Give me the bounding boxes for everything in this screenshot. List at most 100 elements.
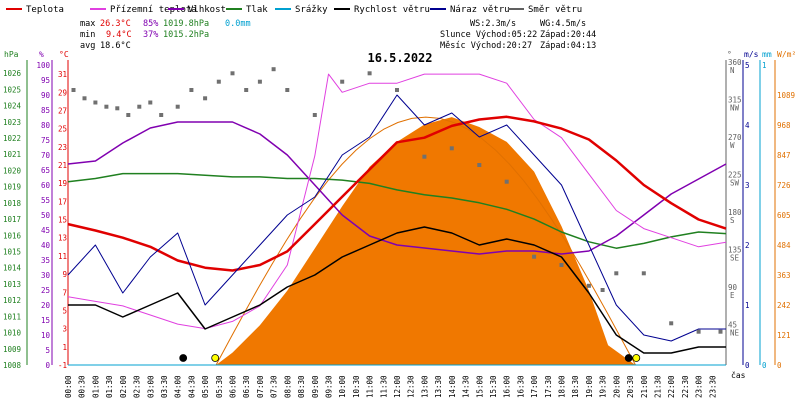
tick-dir-cardinal: NW <box>730 104 740 113</box>
stat-avg-temp: 18.6°C <box>100 41 131 51</box>
tick-pct: 65 <box>41 166 50 175</box>
tick-ms: 0 <box>745 361 750 370</box>
time-label: 05:00 <box>201 375 210 398</box>
time-label: 01:30 <box>105 375 114 398</box>
legend-label-wind-dir: Směr větru <box>528 5 582 15</box>
wind-direction-point <box>312 113 317 117</box>
tick-hpa: 1024 <box>3 102 22 111</box>
legend: Teplota Přízemní teplota Vlhkost Tlak Sr… <box>6 5 582 15</box>
stat-max-temp: 26.3°C <box>100 19 131 29</box>
time-label: 17:30 <box>544 375 553 398</box>
tick-pct: 60 <box>41 181 51 190</box>
time-axis-labels: 00:00 00:30 01:00 01:30 02:00 02:30 03:00 03:30… <box>64 375 717 398</box>
time-label: 14:30 <box>462 375 471 398</box>
tick-solar: 363 <box>777 271 791 280</box>
tick-pct: 50 <box>41 211 51 220</box>
tick-hpa: 1014 <box>3 264 22 273</box>
series-line-vlhkost <box>67 121 727 255</box>
wind-direction-point <box>600 288 605 292</box>
tick-pct: 95 <box>41 76 50 85</box>
tick-dir-cardinal: N <box>730 66 735 75</box>
wind-ws: WS:2.3m/s <box>470 19 516 29</box>
unit-pct: % <box>39 50 44 59</box>
tick-hpa: 1015 <box>3 247 21 256</box>
time-label: 18:00 <box>558 375 567 398</box>
unit-cas: čas <box>731 370 746 380</box>
time-label: 04:30 <box>187 375 196 398</box>
time-label: 14:00 <box>448 375 457 398</box>
tick-hpa: 1010 <box>3 329 22 338</box>
tick-dir: 45 <box>728 321 737 330</box>
sun-rise: Slunce Východ:05:22 <box>440 30 537 40</box>
stat-max-label: max <box>80 19 95 29</box>
unit-mm: mm <box>762 50 772 59</box>
tick-ms: 3 <box>745 181 750 190</box>
time-label: 21:00 <box>640 375 649 398</box>
tick-temp: 23 <box>58 143 67 152</box>
wind-direction-point <box>559 263 564 267</box>
tick-hpa: 1017 <box>3 215 21 224</box>
tick-pct: 55 <box>41 196 50 205</box>
stat-max-press: 1019.8hPa <box>163 19 209 29</box>
wind-direction-point <box>93 100 98 105</box>
tick-ms: 1 <box>745 301 750 310</box>
series-line-teplota <box>67 115 727 272</box>
tick-solar: 0 <box>777 361 782 370</box>
tick-dir-cardinal: SE <box>730 254 740 263</box>
time-label: 23:00 <box>695 375 704 398</box>
time-label: 10:00 <box>338 375 347 398</box>
stat-max-hum: 85% <box>143 19 158 29</box>
tick-temp: 19 <box>58 179 67 188</box>
stat-min-hum: 37% <box>143 30 158 40</box>
time-label: 08:00 <box>283 375 292 398</box>
time-label: 15:30 <box>489 375 498 398</box>
wind-direction-point <box>367 71 372 76</box>
time-label: 00:00 <box>64 375 73 398</box>
wind-direction-point <box>230 71 235 76</box>
sun-marker <box>624 354 633 362</box>
tick-pct: 30 <box>41 271 51 280</box>
wind-direction-point <box>71 88 76 92</box>
tick-temp: 11 <box>58 252 67 261</box>
stat-min-label: min <box>80 30 95 40</box>
tick-hpa: 1011 <box>3 312 21 321</box>
stat-max-rain: 0.0mm <box>225 19 251 29</box>
tick-ms: 5 <box>745 61 750 70</box>
time-label: 21:30 <box>653 375 662 398</box>
tick-hpa: 1009 <box>3 345 21 354</box>
legend-label-wind-gust: Náraz větru <box>450 5 510 15</box>
time-label: 08:30 <box>297 375 306 398</box>
tick-pct: 90 <box>41 91 51 100</box>
wind-direction-point <box>203 96 208 101</box>
tick-pct: 70 <box>41 151 51 160</box>
legend-label-rain: Srážky <box>295 5 328 15</box>
tick-pct: 10 <box>41 331 51 340</box>
time-label: 16:00 <box>503 375 512 398</box>
tick-solar: 847 <box>777 151 791 160</box>
wind-direction-point <box>82 96 87 101</box>
wind-direction-point <box>189 88 194 92</box>
wind-direction-point <box>449 146 454 151</box>
time-label: 22:30 <box>681 375 690 398</box>
tick-solar: 968 <box>777 121 791 130</box>
tick-pct: 45 <box>41 226 50 235</box>
stat-avg-label: avg <box>80 41 95 51</box>
wind-direction-point <box>271 67 276 72</box>
chart-title: 16.5.2022 <box>367 51 432 65</box>
tick-solar: 605 <box>777 211 791 220</box>
time-label: 13:00 <box>420 375 429 398</box>
tick-solar: 121 <box>777 331 791 340</box>
tick-hpa: 1023 <box>3 118 21 127</box>
time-label: 22:00 <box>667 375 676 398</box>
tick-hpa: 1018 <box>3 199 22 208</box>
wind-direction-point <box>395 88 399 92</box>
tick-hpa: 1019 <box>3 183 21 192</box>
time-label: 00:30 <box>78 375 87 398</box>
tick-temp: 3 <box>62 325 67 334</box>
series-line-rychlost-v-tru <box>68 226 726 354</box>
axis-ticks: 1026102510241023102210211020101910181017… <box>3 58 795 370</box>
time-label: 20:30 <box>626 375 635 398</box>
unit-ms: m/s <box>744 50 759 59</box>
wind-direction-points <box>71 67 723 334</box>
